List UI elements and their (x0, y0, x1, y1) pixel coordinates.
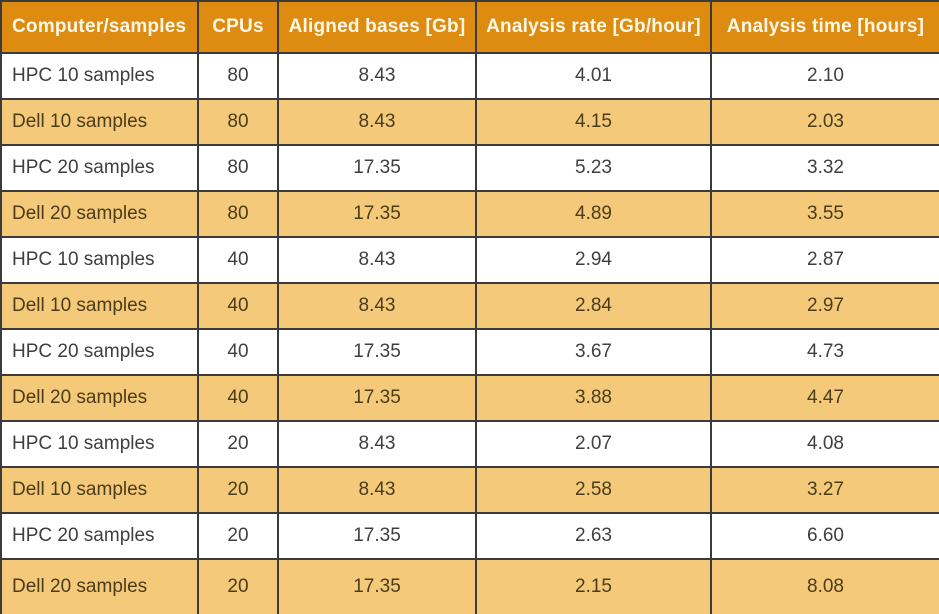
cell-analysis-time: 2.10 (710, 52, 939, 100)
cell-aligned-bases: 8.43 (277, 98, 477, 146)
cell-computer-samples: Dell 20 samples (0, 190, 199, 238)
col-header-analysis-time: Analysis time [hours] (710, 0, 939, 54)
table-row: HPC 20 samples 40 17.35 3.67 4.73 (0, 328, 939, 376)
cell-computer-samples: HPC 10 samples (0, 420, 199, 468)
cell-analysis-rate: 5.23 (475, 144, 712, 192)
table-row: HPC 10 samples 80 8.43 4.01 2.10 (0, 52, 939, 100)
cell-analysis-rate: 2.58 (475, 466, 712, 514)
cell-aligned-bases: 8.43 (277, 466, 477, 514)
cell-cpus: 20 (197, 558, 279, 614)
table-row: HPC 20 samples 20 17.35 2.63 6.60 (0, 512, 939, 560)
cell-analysis-time: 2.87 (710, 236, 939, 284)
cell-analysis-time: 4.47 (710, 374, 939, 422)
table-row: HPC 20 samples 80 17.35 5.23 3.32 (0, 144, 939, 192)
cell-cpus: 80 (197, 190, 279, 238)
cell-analysis-rate: 3.88 (475, 374, 712, 422)
cell-analysis-time: 3.32 (710, 144, 939, 192)
cell-cpus: 80 (197, 52, 279, 100)
table-row: Dell 10 samples 20 8.43 2.58 3.27 (0, 466, 939, 514)
cell-analysis-time: 2.97 (710, 282, 939, 330)
cell-analysis-rate: 4.01 (475, 52, 712, 100)
cell-computer-samples: HPC 10 samples (0, 52, 199, 100)
cell-analysis-rate: 2.15 (475, 558, 712, 614)
cell-aligned-bases: 17.35 (277, 190, 477, 238)
cell-analysis-rate: 4.15 (475, 98, 712, 146)
cell-computer-samples: Dell 10 samples (0, 98, 199, 146)
cell-cpus: 20 (197, 512, 279, 560)
table-header-row: Computer/samples CPUs Aligned bases [Gb]… (0, 0, 939, 54)
cell-aligned-bases: 17.35 (277, 374, 477, 422)
cell-aligned-bases: 8.43 (277, 236, 477, 284)
cell-computer-samples: Dell 20 samples (0, 374, 199, 422)
cell-cpus: 40 (197, 374, 279, 422)
cell-computer-samples: HPC 20 samples (0, 328, 199, 376)
col-header-analysis-rate: Analysis rate [Gb/hour] (475, 0, 712, 54)
table-row: Dell 20 samples 40 17.35 3.88 4.47 (0, 374, 939, 422)
cell-computer-samples: Dell 10 samples (0, 466, 199, 514)
cell-analysis-rate: 2.07 (475, 420, 712, 468)
cell-analysis-time: 3.27 (710, 466, 939, 514)
cell-cpus: 20 (197, 466, 279, 514)
cell-analysis-time: 6.60 (710, 512, 939, 560)
table-row: HPC 10 samples 20 8.43 2.07 4.08 (0, 420, 939, 468)
cell-aligned-bases: 8.43 (277, 52, 477, 100)
cell-computer-samples: HPC 10 samples (0, 236, 199, 284)
cell-cpus: 40 (197, 328, 279, 376)
cell-cpus: 20 (197, 420, 279, 468)
cell-analysis-time: 2.03 (710, 98, 939, 146)
cell-aligned-bases: 17.35 (277, 558, 477, 614)
cell-analysis-time: 3.55 (710, 190, 939, 238)
cell-aligned-bases: 17.35 (277, 512, 477, 560)
cell-analysis-rate: 2.94 (475, 236, 712, 284)
cell-analysis-rate: 4.89 (475, 190, 712, 238)
cell-analysis-time: 4.73 (710, 328, 939, 376)
cell-aligned-bases: 8.43 (277, 420, 477, 468)
cell-computer-samples: HPC 20 samples (0, 144, 199, 192)
table-row: Dell 10 samples 40 8.43 2.84 2.97 (0, 282, 939, 330)
cell-aligned-bases: 8.43 (277, 282, 477, 330)
cell-computer-samples: Dell 10 samples (0, 282, 199, 330)
cell-analysis-time: 8.08 (710, 558, 939, 614)
cell-analysis-rate: 2.84 (475, 282, 712, 330)
cell-cpus: 40 (197, 236, 279, 284)
cell-aligned-bases: 17.35 (277, 144, 477, 192)
col-header-aligned-bases: Aligned bases [Gb] (277, 0, 477, 54)
table-body: HPC 10 samples 80 8.43 4.01 2.10 Dell 10… (0, 52, 939, 614)
table-row: Dell 20 samples 20 17.35 2.15 8.08 (0, 558, 939, 614)
col-header-cpus: CPUs (197, 0, 279, 54)
cell-computer-samples: HPC 20 samples (0, 512, 199, 560)
table-row: HPC 10 samples 40 8.43 2.94 2.87 (0, 236, 939, 284)
cell-cpus: 80 (197, 144, 279, 192)
cell-computer-samples: Dell 20 samples (0, 558, 199, 614)
cell-analysis-time: 4.08 (710, 420, 939, 468)
table-row: Dell 20 samples 80 17.35 4.89 3.55 (0, 190, 939, 238)
table-row: Dell 10 samples 80 8.43 4.15 2.03 (0, 98, 939, 146)
cell-aligned-bases: 17.35 (277, 328, 477, 376)
cell-cpus: 80 (197, 98, 279, 146)
cell-analysis-rate: 2.63 (475, 512, 712, 560)
col-header-computer-samples: Computer/samples (0, 0, 199, 54)
cell-analysis-rate: 3.67 (475, 328, 712, 376)
cell-cpus: 40 (197, 282, 279, 330)
